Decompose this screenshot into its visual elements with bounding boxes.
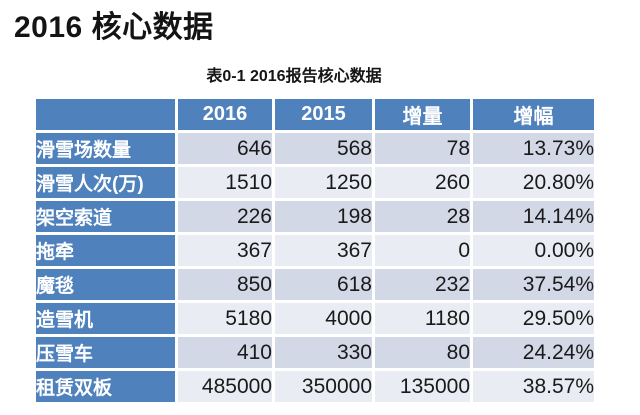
header-cell-empty [36,99,175,130]
table-cell: 13.73% [473,133,594,164]
table-cell: 0.00% [473,235,594,266]
table-row: 拖牵 367 367 0 0.00% [36,235,594,266]
page-title: 2016 核心数据 [14,11,214,44]
table-row: 滑雪人次(万) 1510 1250 260 20.80% [36,167,594,198]
row-label: 拖牵 [36,235,175,266]
row-label: 造雪机 [36,303,175,334]
table-cell: 232 [375,269,470,300]
table-cell: 330 [275,337,372,368]
table-cell: 0 [375,235,470,266]
table-cell: 20.80% [473,167,594,198]
table-cell: 367 [275,235,372,266]
table-cell: 38.57% [473,371,594,402]
header-cell: 2015 [275,99,372,130]
header-cell: 增幅 [473,99,594,130]
table-body: 滑雪场数量 646 568 78 13.73% 滑雪人次(万) 1510 1250 260 20.… [36,133,594,402]
table-cell: 198 [275,201,372,232]
table-row: 魔毯 850 618 232 37.54% [36,269,594,300]
row-label: 滑雪场数量 [36,133,175,164]
table-cell: 135000 [375,371,470,402]
table-cell: 1250 [275,167,372,198]
table-cell: 618 [275,269,372,300]
row-label: 租赁双板 [36,371,175,402]
table-cell: 4000 [275,303,372,334]
table-cell: 226 [178,201,272,232]
table-cell: 5180 [178,303,272,334]
table-cell: 350000 [275,371,372,402]
table-cell: 485000 [178,371,272,402]
row-label: 架空索道 [36,201,175,232]
header-cell: 增量 [375,99,470,130]
table-cell: 410 [178,337,272,368]
table-cell: 1510 [178,167,272,198]
table-cell: 367 [178,235,272,266]
table-cell: 37.54% [473,269,594,300]
row-label: 魔毯 [36,269,175,300]
table-row: 压雪车 410 330 80 24.24% [36,337,594,368]
table-caption: 表0-1 2016报告核心数据 [206,68,382,85]
table-cell: 850 [178,269,272,300]
core-data-table: 2016 2015 增量 增幅 滑雪场数量 646 568 78 13.73% 滑雪人次(万) 1… [33,96,597,405]
table-cell: 80 [375,337,470,368]
table-cell: 14.14% [473,201,594,232]
table-cell: 24.24% [473,337,594,368]
table-cell: 28 [375,201,470,232]
table-header-row: 2016 2015 增量 增幅 [36,99,594,130]
table-row: 架空索道 226 198 28 14.14% [36,201,594,232]
table-cell: 1180 [375,303,470,334]
table-cell: 29.50% [473,303,594,334]
table-row: 租赁双板 485000 350000 135000 38.57% [36,371,594,402]
header-cell: 2016 [178,99,272,130]
table-cell: 260 [375,167,470,198]
row-label: 压雪车 [36,337,175,368]
table-row: 滑雪场数量 646 568 78 13.73% [36,133,594,164]
row-label: 滑雪人次(万) [36,167,175,198]
table-cell: 78 [375,133,470,164]
table-cell: 646 [178,133,272,164]
table-row: 造雪机 5180 4000 1180 29.50% [36,303,594,334]
table-cell: 568 [275,133,372,164]
